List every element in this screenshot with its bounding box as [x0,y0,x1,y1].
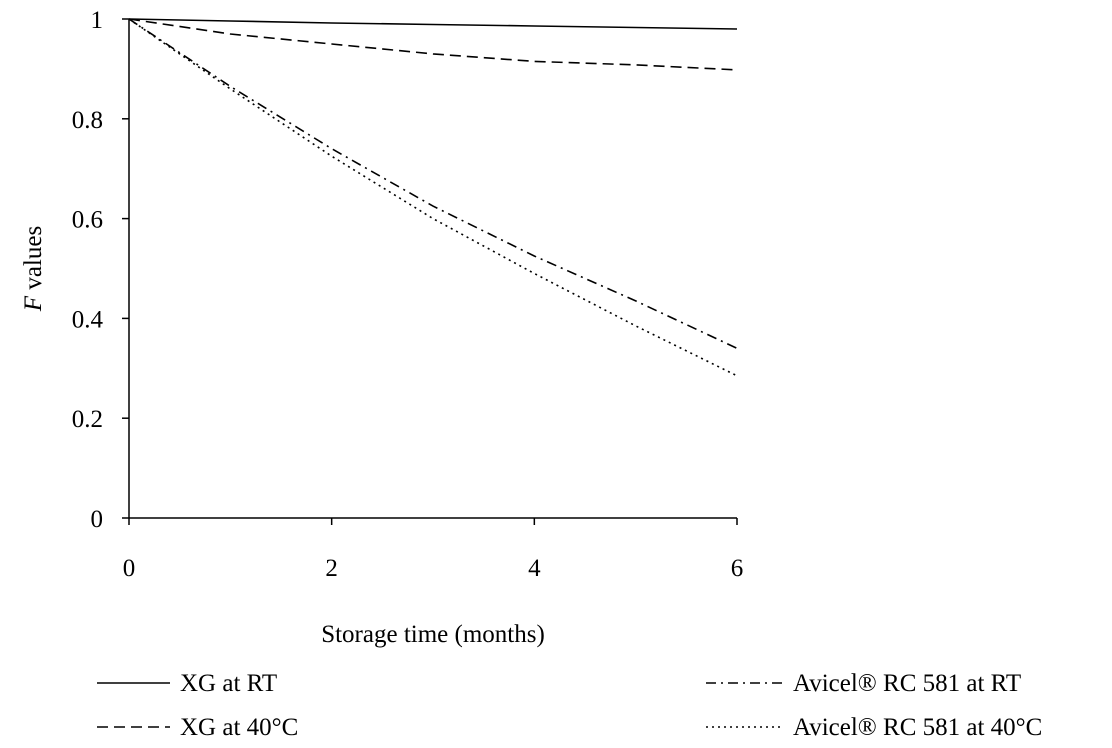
legend-label-4: Avicel® RC 581 at 40°C [793,714,1042,741]
legend-label-2: XG at 40°C [180,714,298,741]
x-tick-label: 6 [731,555,744,582]
series-line-4 [128,18,738,377]
y-axis-title-rest: values [20,226,47,296]
x-tick-label: 4 [528,555,541,582]
series-layer [128,18,738,377]
y-tick-label: 1 [91,7,104,34]
x-ticks: 0 2 4 6 [123,518,744,582]
y-tick-label: 0 [91,506,104,533]
legend-label-3: Avicel® RC 581 at RT [793,670,1021,697]
x-tick-label: 0 [123,555,136,582]
y-tick-label: 0.8 [72,107,103,134]
series-line-1 [128,18,738,30]
y-ticks: 0 0.2 0.4 0.6 0.8 1 [72,7,129,533]
axes: 0 0.2 0.4 0.6 0.8 1 0 2 4 6 [72,7,744,582]
x-tick-label: 2 [325,555,338,582]
series-line-3 [128,18,738,350]
legend: XG at RT XG at 40°C Avicel® RC 581 at RT Av… [97,670,1042,741]
y-axis-title-italic: F [20,295,47,312]
legend-label-1: XG at RT [180,670,277,697]
series-line-2 [128,18,738,71]
y-tick-label: 0.4 [72,306,104,333]
y-axis-title: F values [20,226,47,312]
x-axis-title: Storage time (months) [321,621,545,648]
y-tick-label: 0.6 [72,207,103,234]
y-tick-label: 0.2 [72,406,103,433]
